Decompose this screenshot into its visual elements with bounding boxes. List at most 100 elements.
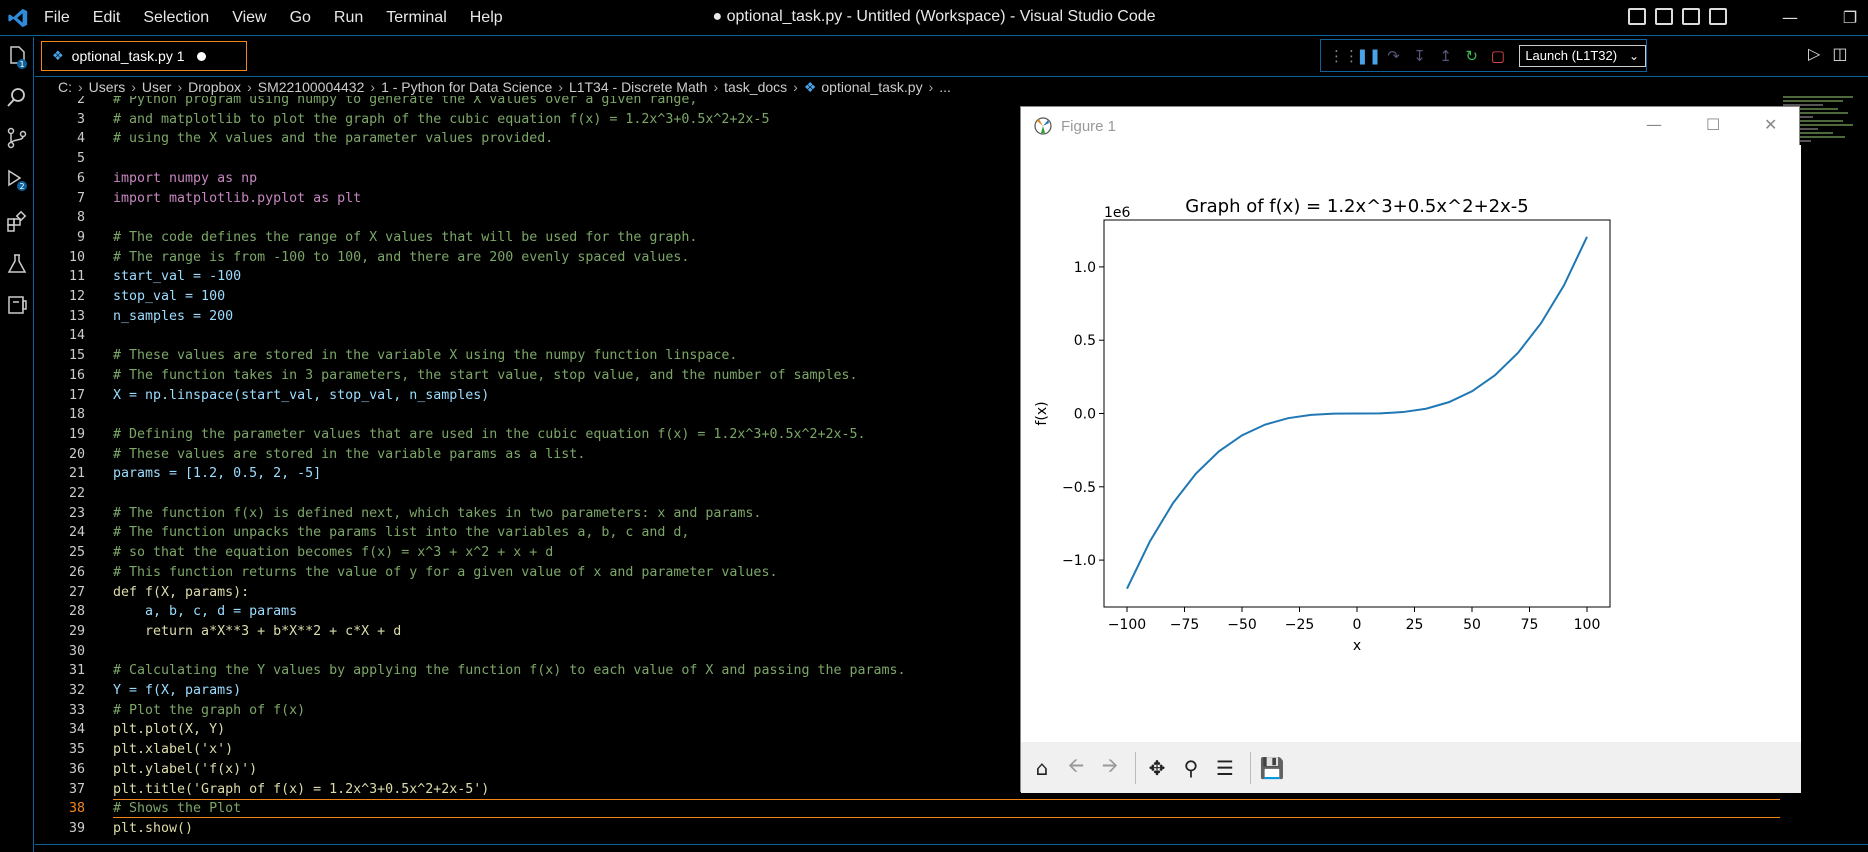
step-into-icon[interactable]: ↧ xyxy=(1413,46,1426,65)
minimize-icon[interactable]: — xyxy=(1782,8,1798,27)
back-arrow-icon[interactable]: 🡨 xyxy=(1067,752,1085,777)
menu-selection[interactable]: Selection xyxy=(143,9,210,26)
search-icon[interactable] xyxy=(5,85,29,109)
step-out-icon[interactable]: ↥ xyxy=(1439,46,1452,65)
zoom-icon[interactable]: ⚲ xyxy=(1183,755,1199,780)
layout-controls xyxy=(1628,8,1736,25)
code-line: 28 a, b, c, d = params xyxy=(35,602,1780,622)
code-text: # These values are stored in the variabl… xyxy=(113,446,586,462)
breadcrumb: C: › Users › User › Dropbox › SM22100004432 ›… xyxy=(58,77,951,97)
chevron-right-icon: › xyxy=(131,79,136,95)
maximize-icon[interactable]: ☐ xyxy=(1706,115,1721,134)
code-text: a, b, c, d = params xyxy=(113,604,298,620)
code-line: 16 # The function takes in 3 parameters, … xyxy=(35,366,1780,386)
run-file-icon[interactable]: ▷ xyxy=(1808,44,1821,63)
menu-run[interactable]: Run xyxy=(333,9,364,26)
testing-flask-icon[interactable] xyxy=(5,252,29,276)
unsaved-dot-icon[interactable] xyxy=(196,51,206,61)
explorer-icon[interactable]: 1 xyxy=(5,45,29,69)
pan-icon[interactable]: ✥ xyxy=(1148,755,1166,780)
toggle-panel-icon[interactable] xyxy=(1655,8,1673,25)
remote-explorer-icon[interactable] xyxy=(5,293,29,317)
chevron-right-icon: › xyxy=(713,79,719,95)
menu-view[interactable]: View xyxy=(232,9,267,26)
configure-subplots-icon[interactable]: ☰ xyxy=(1216,755,1234,780)
breadcrumb-item[interactable]: SM22100004432 xyxy=(257,79,365,95)
breadcrumb-item[interactable]: C: xyxy=(58,79,72,95)
code-text: # Python program using numpy to generate… xyxy=(113,96,698,107)
code-line: 2 # Python program using numpy to generat… xyxy=(35,96,1780,110)
forward-arrow-icon[interactable]: 🡪 xyxy=(1101,752,1119,777)
x-tick-label: 50 xyxy=(1463,617,1481,633)
y-tick-label: 1.0 xyxy=(1074,260,1096,276)
pause-icon[interactable]: ❚❚ xyxy=(1356,46,1382,65)
code-text: import matplotlib.pyplot as plt xyxy=(113,190,362,206)
line-number: 27 xyxy=(68,584,85,600)
code-line: 31 # Calculating the Y values by applying… xyxy=(35,661,1780,681)
line-number: 28 xyxy=(68,604,85,620)
line-number: 32 xyxy=(68,683,85,698)
chevron-down-icon: ⌄ xyxy=(1628,48,1639,63)
code-line: 37 plt.title('Graph of f(x) = 1.2x^3+0.5x… xyxy=(35,780,1780,800)
line-number: 10 xyxy=(68,249,85,265)
code-line: 13 n_samples = 200 xyxy=(35,307,1780,327)
customize-layout-icon[interactable] xyxy=(1709,8,1727,25)
code-text: plt.plot(X, Y) xyxy=(113,722,226,738)
line-number: 9 xyxy=(76,229,85,245)
tab-label: optional_task.py 1 xyxy=(71,48,185,64)
menu-file[interactable]: File xyxy=(44,9,70,26)
launch-config-select[interactable]: Launch (L1T32) ⌄ xyxy=(1519,44,1646,67)
restore-icon[interactable]: ❐ xyxy=(1842,8,1858,27)
code-line: 26 # This function returns the value of y… xyxy=(35,563,1780,583)
line-number: 17 xyxy=(68,387,85,403)
x-tick-label: −50 xyxy=(1227,617,1257,633)
save-icon[interactable]: 💾 xyxy=(1259,755,1285,780)
source-control-icon[interactable] xyxy=(5,126,29,150)
code-text: # The code defines the range of X values… xyxy=(113,229,698,245)
run-and-debug-icon[interactable]: 2 xyxy=(5,168,29,192)
line-number: 22 xyxy=(68,486,85,501)
restart-icon[interactable]: ↻ xyxy=(1465,46,1478,65)
menu-edit[interactable]: Edit xyxy=(92,9,121,26)
line-number: 31 xyxy=(68,663,85,679)
x-tick-label: 25 xyxy=(1406,617,1424,633)
breadcrumb-item[interactable]: task_docs xyxy=(724,79,788,95)
breadcrumb-item[interactable]: 1 - Python for Data Science xyxy=(381,79,553,95)
y-offset-label: 1e6 xyxy=(1104,205,1131,221)
chevron-right-icon: › xyxy=(78,79,83,95)
minimize-icon[interactable]: — xyxy=(1646,115,1662,134)
code-line: 39 plt.show() xyxy=(35,819,1780,839)
code-line: 36 plt.ylabel('f(x)') xyxy=(35,760,1780,780)
breadcrumb-item[interactable]: optional_task.py xyxy=(821,79,923,95)
menu-go[interactable]: Go xyxy=(289,9,311,26)
stop-icon[interactable]: ▢ xyxy=(1490,46,1505,65)
code-text: X = np.linspace(start_val, stop_val, n_s… xyxy=(113,387,490,403)
current-line-highlight xyxy=(113,799,1780,819)
toggle-primary-sidebar-icon[interactable] xyxy=(1628,8,1646,25)
run-controls: ▷ ◫ xyxy=(1808,44,1847,63)
line-number: 13 xyxy=(68,308,85,324)
breadcrumb-item[interactable]: Users xyxy=(88,79,126,95)
code-text: plt.ylabel('f(x)') xyxy=(113,761,258,777)
explorer-badge: 1 xyxy=(19,60,24,69)
line-number: 5 xyxy=(76,151,85,167)
y-tick-label: 0.0 xyxy=(1074,407,1096,423)
breadcrumb-item[interactable]: User xyxy=(141,79,172,95)
home-icon[interactable]: ⌂ xyxy=(1035,755,1049,780)
menu-terminal[interactable]: Terminal xyxy=(386,9,447,26)
drag-handle-icon[interactable]: ⋮⋮ xyxy=(1329,46,1359,65)
title-bar: File Edit Selection View Go Run Terminal… xyxy=(0,0,1868,36)
code-text: # The function f(x) is defined next, whi… xyxy=(113,505,762,521)
close-icon[interactable]: ✕ xyxy=(1764,115,1778,134)
step-over-icon[interactable]: ↷ xyxy=(1387,46,1400,65)
breadcrumb-item[interactable]: L1T34 - Discrete Math xyxy=(568,79,708,95)
code-text: stop_val = 100 xyxy=(113,289,226,304)
split-editor-icon[interactable]: ◫ xyxy=(1832,44,1848,63)
breadcrumb-item[interactable]: Dropbox xyxy=(188,79,242,95)
tab-optional-task[interactable]: ❖ optional_task.py 1 xyxy=(41,41,247,71)
breadcrumb-item[interactable]: ... xyxy=(939,79,951,95)
toggle-secondary-sidebar-icon[interactable] xyxy=(1682,8,1700,25)
code-text: # This function returns the value of y f… xyxy=(113,564,778,580)
menu-help[interactable]: Help xyxy=(469,9,503,26)
extensions-icon[interactable] xyxy=(5,210,29,234)
